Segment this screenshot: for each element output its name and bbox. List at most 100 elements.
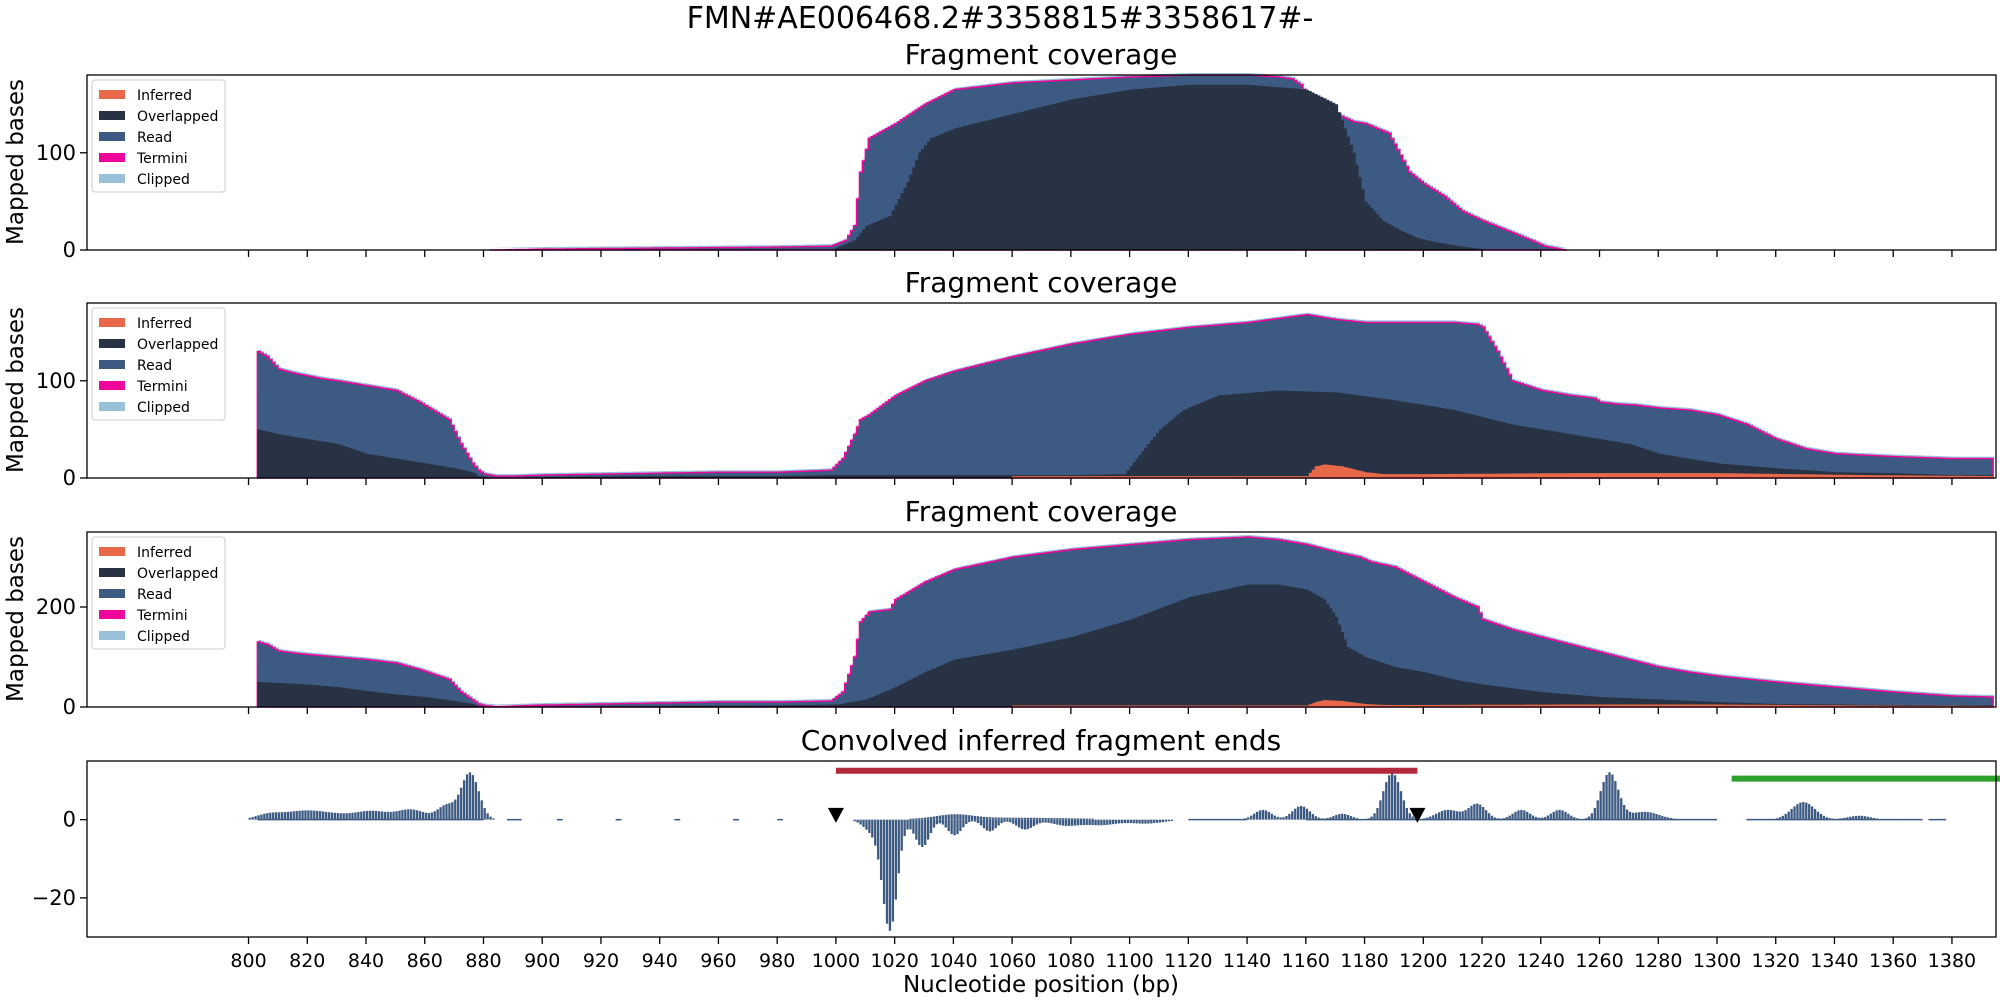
signal-bar bbox=[1047, 817, 1050, 820]
signal-bar bbox=[1062, 819, 1065, 826]
signal-bar bbox=[1649, 812, 1652, 820]
legend-label: Termini bbox=[136, 379, 188, 395]
fragment-coverage-panel-1: Fragment coverage Mapped bases 0 100 Infe… bbox=[3, 38, 1997, 262]
fragment-coverage-panel-3: Fragment coverage Mapped bases 0 200 Infe… bbox=[3, 495, 1997, 719]
signal-bar bbox=[1637, 812, 1641, 820]
signal-bar bbox=[360, 811, 363, 820]
signal-bar bbox=[906, 819, 909, 830]
legend-frame bbox=[91, 307, 226, 421]
legend-label: Clipped bbox=[137, 629, 190, 645]
signal-bar bbox=[1335, 814, 1338, 820]
x-axis-label: Nucleotide position (bp) bbox=[903, 972, 1179, 998]
signal-bar bbox=[1634, 812, 1638, 820]
signal-bar bbox=[1273, 815, 1276, 820]
signal-bar bbox=[401, 810, 404, 820]
signal-bar bbox=[1062, 818, 1065, 820]
legend-label: Read bbox=[137, 587, 172, 603]
signal-bar bbox=[965, 814, 968, 820]
x-axis: 800 820 840 860 880 900 920 940 960 980 1000 1020 10… bbox=[230, 937, 1976, 972]
signal-bar bbox=[947, 814, 950, 820]
signal-bar bbox=[1511, 813, 1514, 820]
signal-bar bbox=[260, 814, 263, 820]
signal-bar bbox=[1026, 819, 1030, 830]
x-tick-label: 1080 bbox=[1047, 950, 1095, 972]
signal-bar bbox=[1329, 817, 1332, 820]
figure-suptitle: FMN#AE006468.2#3358815#3358617#- bbox=[687, 1, 1314, 36]
signal-bar bbox=[1111, 819, 1115, 825]
legend-swatch bbox=[99, 153, 125, 162]
signal-bar bbox=[1799, 802, 1802, 820]
signal-bar bbox=[1796, 804, 1799, 820]
signal-bar bbox=[997, 817, 1000, 820]
signal-bar bbox=[301, 810, 304, 820]
signal-bar bbox=[1056, 818, 1059, 820]
overlapped-area bbox=[257, 584, 1994, 707]
signal-bar bbox=[310, 810, 313, 820]
signal-bar bbox=[1393, 775, 1397, 820]
x-tick-label: 1120 bbox=[1164, 950, 1212, 972]
signal-bar bbox=[950, 814, 953, 820]
signal-bar bbox=[1549, 813, 1552, 820]
signal-bar bbox=[1126, 819, 1130, 824]
signal-bar bbox=[1047, 819, 1050, 823]
signal-bar bbox=[976, 816, 980, 820]
signal-bar bbox=[492, 818, 495, 820]
signal-bar bbox=[1843, 817, 1846, 820]
y-tick-label: 100 bbox=[36, 369, 76, 393]
signal-bar bbox=[1038, 817, 1041, 820]
signal-bar bbox=[1041, 817, 1044, 820]
x-tick-label: 1000 bbox=[812, 950, 860, 972]
signal-bar bbox=[348, 813, 351, 820]
x-tick-label: 800 bbox=[230, 950, 266, 972]
signal-bar bbox=[885, 819, 889, 924]
legend-label: Termini bbox=[136, 151, 188, 167]
y-tick-label: 0 bbox=[63, 695, 76, 719]
signal-bar bbox=[1440, 811, 1444, 820]
signal-bar bbox=[1570, 815, 1573, 820]
signal-bar bbox=[1352, 817, 1356, 820]
signal-bar bbox=[1323, 818, 1326, 820]
signal-bar bbox=[971, 819, 974, 822]
overlapped-area bbox=[830, 84, 1491, 250]
signal-bar bbox=[1816, 811, 1820, 820]
signal-bar bbox=[1064, 818, 1068, 820]
signal-bar bbox=[277, 812, 281, 820]
signal-bar bbox=[1053, 818, 1056, 820]
signal-bar bbox=[1778, 817, 1782, 820]
signal-bar bbox=[448, 803, 451, 820]
signal-bar bbox=[1276, 816, 1279, 820]
legend-label: Termini bbox=[136, 608, 188, 624]
signal-bar bbox=[1247, 817, 1250, 820]
signal-bar bbox=[1388, 775, 1391, 820]
signal-bar bbox=[1658, 814, 1661, 820]
signal-bar bbox=[1252, 813, 1256, 820]
signal-bar bbox=[386, 811, 389, 820]
signal-bar bbox=[1305, 808, 1309, 820]
signal-bar bbox=[1056, 819, 1059, 825]
signal-bar bbox=[862, 819, 865, 827]
signal-bar bbox=[1067, 819, 1071, 826]
signal-bar bbox=[321, 811, 325, 820]
signal-bar bbox=[274, 812, 278, 820]
signal-bar bbox=[968, 815, 971, 820]
plot-background bbox=[87, 761, 1996, 937]
signal-bar bbox=[1514, 811, 1517, 820]
legend-swatch bbox=[99, 174, 125, 183]
signal-bar bbox=[1029, 819, 1033, 828]
legend-label: Overlapped bbox=[137, 566, 218, 582]
signal-bar bbox=[1620, 798, 1623, 820]
signal-bar bbox=[1261, 809, 1265, 820]
signal-bar bbox=[354, 812, 357, 820]
signal-bar bbox=[1123, 819, 1127, 824]
signal-bar bbox=[345, 813, 348, 820]
signal-bar bbox=[1432, 815, 1435, 820]
signal-bar bbox=[1015, 819, 1018, 826]
y-axis-label: Mapped bases bbox=[3, 307, 29, 473]
x-tick-label: 860 bbox=[407, 950, 443, 972]
signal-bar bbox=[1402, 800, 1406, 820]
legend-swatch bbox=[99, 360, 125, 369]
signal-bar bbox=[1828, 818, 1831, 820]
signal-bar bbox=[1076, 818, 1080, 820]
signal-bar bbox=[459, 787, 463, 820]
signal-bar bbox=[398, 810, 401, 820]
